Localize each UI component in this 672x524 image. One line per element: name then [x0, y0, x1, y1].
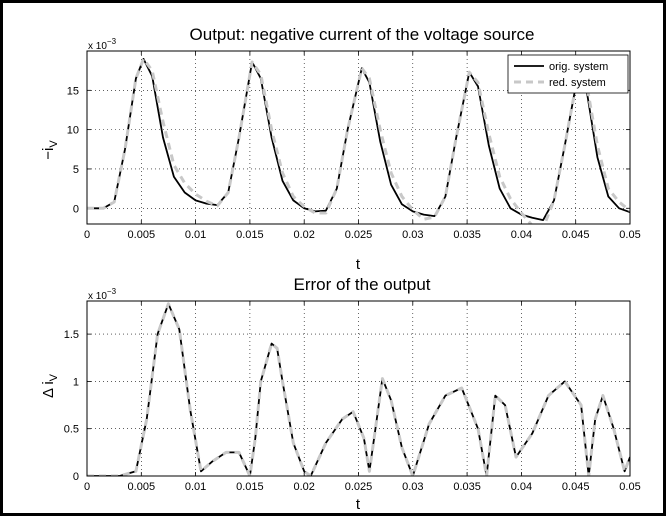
bottom-xtick-label: 0.01: [185, 481, 206, 493]
top-xlabel: t: [356, 256, 361, 273]
bottom-xtick-label: 0.025: [345, 481, 373, 493]
top-ytick-label: 0: [73, 203, 79, 215]
bottom-exponent: x 10−3: [88, 287, 117, 302]
top-exponent: x 10−3: [88, 37, 117, 52]
top-ytick-label: 10: [67, 125, 79, 137]
bottom-chart-title: Error of the output: [293, 275, 430, 294]
top-xtick-label: 0.025: [345, 229, 373, 241]
bottom-ytick-label: 1.5: [64, 329, 79, 341]
bottom-xtick-label: 0.015: [236, 481, 264, 493]
top-xtick-label: 0: [84, 229, 90, 241]
bottom-xtick-label: 0.04: [511, 481, 532, 493]
top-xtick-label: 0.015: [236, 229, 264, 241]
bottom-plot-area: [87, 301, 630, 476]
top-xtick-label: 0.05: [619, 229, 640, 241]
top-xtick-label: 0.005: [128, 229, 156, 241]
bottom-xtick-label: 0: [84, 481, 90, 493]
bottom-ytick-label: 1: [73, 376, 79, 388]
top-axes-box: [86, 50, 631, 225]
bottom-xtick-label: 0.005: [128, 481, 156, 493]
top-xtick-label: 0.04: [511, 229, 532, 241]
top-xtick-label: 0.035: [453, 229, 481, 241]
bottom-xtick-label: 0.05: [619, 481, 640, 493]
figure-canvas: Output: negative current of the voltage …: [40, 25, 641, 513]
legend-label-1: red. system: [549, 77, 606, 89]
top-xtick-label: 0.045: [562, 229, 590, 241]
bottom-xtick-label: 0.02: [293, 481, 314, 493]
bottom-xtick-label: 0.045: [562, 481, 590, 493]
top-ytick-label: 5: [73, 164, 79, 176]
legend-label-0: orig. system: [549, 61, 608, 73]
top-xtick-label: 0.03: [402, 229, 423, 241]
top-series-original-line: [87, 58, 630, 222]
top-chart-title: Output: negative current of the voltage …: [190, 25, 535, 44]
bottom-ytick-label: 0: [73, 471, 79, 483]
bottom-ytick-label: 0.5: [64, 424, 79, 436]
bottom-xlabel: t: [356, 496, 361, 513]
bottom-xtick-label: 0.035: [453, 481, 481, 493]
top-chart: Output: negative current of the voltage …: [40, 25, 641, 273]
top-xtick-label: 0.01: [185, 229, 206, 241]
bottom-axes-box: [86, 300, 631, 477]
bottom-xtick-label: 0.03: [402, 481, 423, 493]
bottom-series-reduced-line: [87, 302, 630, 476]
top-ytick-label: 15: [67, 85, 79, 97]
bottom-chart: Error of the output x 10−3 t Δ iV 0 0.005…: [40, 275, 641, 513]
top-ylabel: −iV: [40, 140, 60, 160]
legend-box: [507, 54, 629, 94]
top-xtick-label: 0.02: [293, 229, 314, 241]
top-series-reduced-line: [87, 57, 630, 224]
bottom-ylabel: Δ iV: [40, 373, 60, 398]
